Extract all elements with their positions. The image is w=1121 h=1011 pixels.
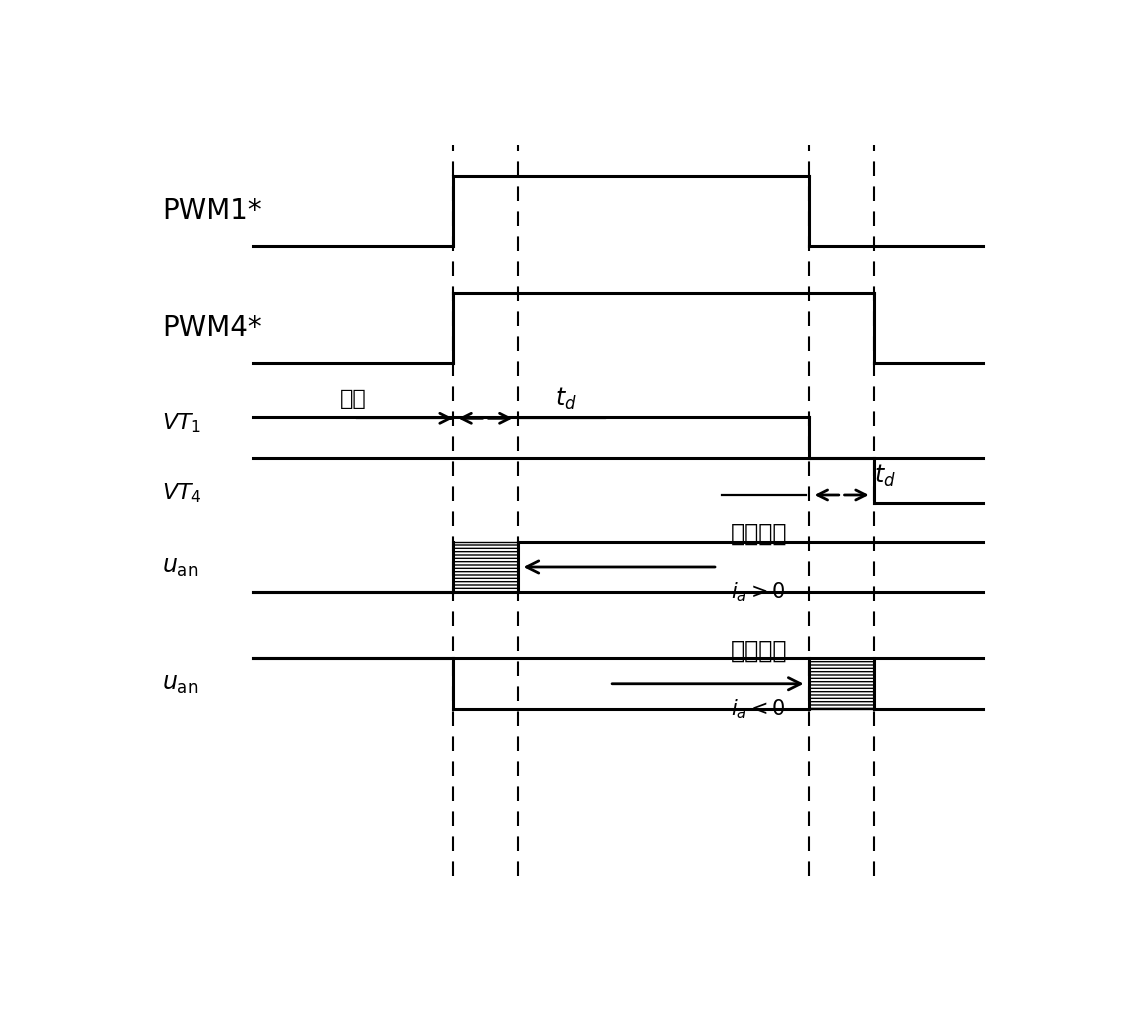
Bar <box>809 658 874 709</box>
Text: 死区: 死区 <box>340 389 367 409</box>
Text: $u_{\rm an}$: $u_{\rm an}$ <box>161 555 198 579</box>
Text: PWM4*: PWM4* <box>161 313 261 342</box>
Bar <box>453 542 518 592</box>
Text: 电压增加: 电压增加 <box>731 639 787 662</box>
Text: $i_a>0$: $i_a>0$ <box>731 580 786 605</box>
Text: PWM1*: PWM1* <box>161 197 261 224</box>
Text: $t_d$: $t_d$ <box>874 463 896 488</box>
Text: 电压据失: 电压据失 <box>731 522 787 546</box>
Text: $VT_1$: $VT_1$ <box>161 411 201 435</box>
Text: $t_d$: $t_d$ <box>555 386 576 412</box>
Text: $u_{\rm an}$: $u_{\rm an}$ <box>161 671 198 696</box>
Text: $i_a<0$: $i_a<0$ <box>731 698 786 721</box>
Text: $VT_4$: $VT_4$ <box>161 481 202 506</box>
